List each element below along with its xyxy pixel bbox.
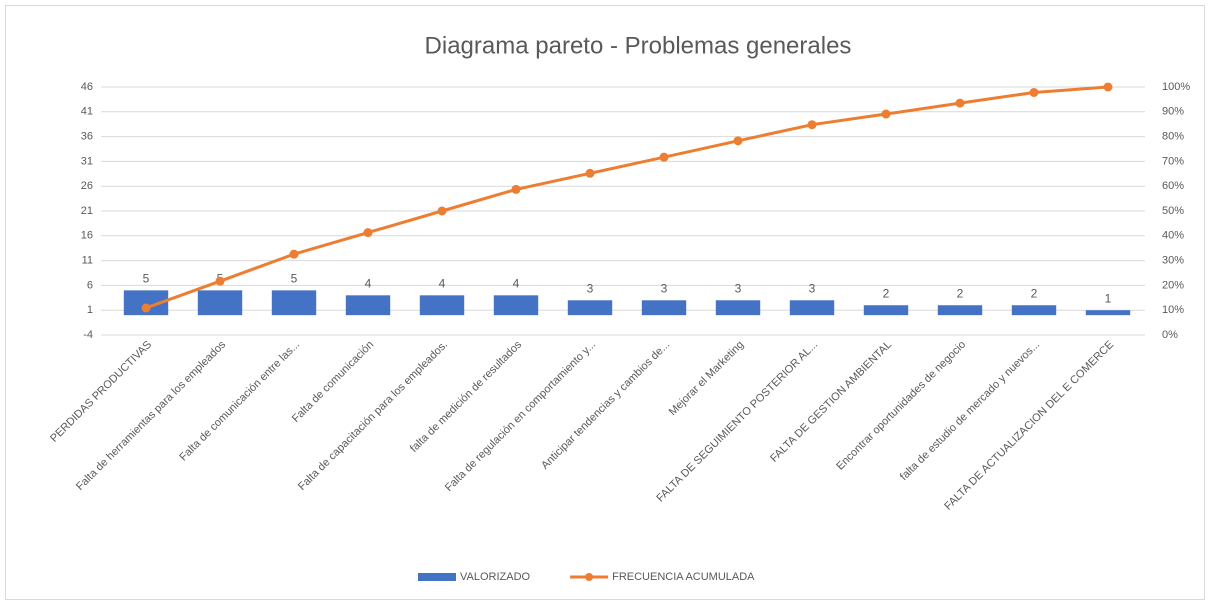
y-tick-label: 1 — [87, 304, 93, 316]
y2-tick-label: 50% — [1162, 205, 1184, 217]
y-tick-label: 36 — [81, 131, 93, 143]
bar — [789, 300, 835, 316]
line-marker — [363, 228, 373, 238]
data-label: 5 — [143, 272, 150, 286]
y-tick-label: 21 — [81, 205, 93, 217]
legend-swatch — [418, 573, 456, 581]
legend-label: FRECUENCIA ACUMULADA — [612, 571, 755, 583]
y2-tick-label: 0% — [1162, 329, 1178, 341]
line-marker — [511, 184, 521, 194]
bar — [419, 295, 465, 316]
line-marker — [659, 152, 669, 162]
bar — [937, 305, 983, 316]
bar — [197, 290, 243, 316]
line-marker — [733, 136, 743, 146]
line-marker — [289, 249, 299, 259]
y2-tick-label: 60% — [1162, 180, 1184, 192]
data-label: 3 — [735, 281, 742, 295]
data-label: 2 — [957, 286, 964, 300]
data-label: 2 — [1031, 286, 1038, 300]
line-marker — [955, 98, 965, 108]
data-label: 4 — [365, 276, 372, 290]
line-marker — [215, 276, 225, 286]
bar — [1085, 310, 1131, 316]
y-tick-label: 6 — [87, 279, 93, 291]
bar — [715, 300, 761, 316]
y2-tick-label: 10% — [1162, 304, 1184, 316]
y2-tick-label: 30% — [1162, 255, 1184, 267]
bar — [493, 295, 539, 316]
y-tick-label: 46 — [81, 81, 93, 93]
line-marker — [1029, 87, 1039, 97]
y2-tick-label: 100% — [1162, 81, 1190, 93]
bar — [863, 305, 909, 316]
data-label: 5 — [291, 272, 298, 286]
bar — [345, 295, 391, 316]
y-tick-label: 16 — [81, 230, 93, 242]
line-marker — [585, 168, 595, 178]
y-tick-label: -4 — [83, 329, 93, 341]
legend-label: VALORIZADO — [460, 571, 531, 583]
y2-tick-label: 20% — [1162, 279, 1184, 291]
bar — [641, 300, 687, 316]
line-marker — [437, 206, 447, 216]
y2-tick-label: 80% — [1162, 131, 1184, 143]
bar — [1011, 305, 1057, 316]
line-marker — [807, 120, 817, 130]
y-tick-label: 31 — [81, 155, 93, 167]
data-label: 3 — [809, 281, 816, 295]
data-label: 4 — [513, 276, 520, 290]
line-marker — [141, 303, 151, 313]
data-label: 4 — [439, 276, 446, 290]
chart-title: Diagrama pareto - Problemas generales — [425, 32, 852, 59]
y-tick-label: 11 — [82, 255, 93, 267]
y-tick-label: 26 — [81, 180, 93, 192]
line — [145, 85, 1109, 310]
bar — [271, 290, 317, 316]
line-marker — [1103, 82, 1113, 92]
y2-tick-label: 70% — [1162, 155, 1184, 167]
line-marker — [881, 109, 891, 119]
y2-tick-label: 40% — [1162, 230, 1184, 242]
y2-tick-label: 90% — [1162, 106, 1184, 118]
bar — [567, 300, 613, 316]
data-label: 2 — [883, 286, 890, 300]
data-label: 1 — [1105, 291, 1112, 305]
legend-swatch-marker — [585, 573, 594, 581]
data-label: 3 — [587, 281, 594, 295]
data-label: 3 — [661, 281, 668, 295]
y-tick-label: 41 — [81, 106, 93, 118]
